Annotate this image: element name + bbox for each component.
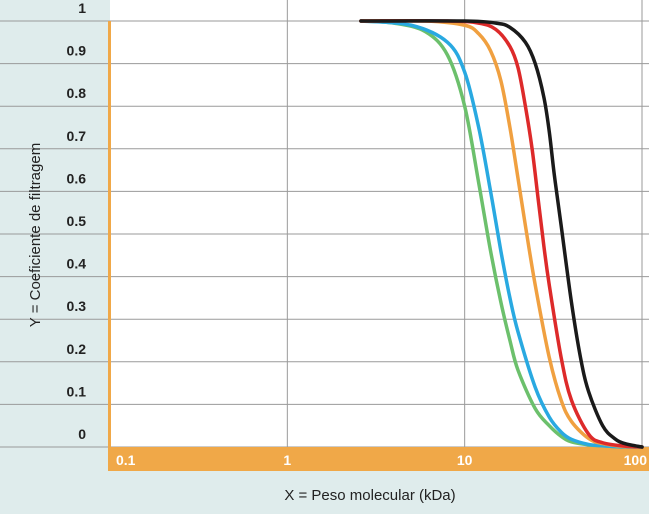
y-tick-label: 0.9 [67,43,87,59]
series-lines [359,18,644,449]
x-tick-labels: 0.1 1 10 100 [116,452,647,468]
y-tick-label: 0.4 [67,256,87,272]
y-tick-label: 1 [78,0,86,16]
y-tick-label: 0.2 [67,341,87,357]
y-axis-line [108,21,111,471]
x-tick-label: 10 [457,452,473,468]
y-tick-labels: 0 0.1 0.2 0.3 0.4 0.5 0.6 0.7 0.8 0.9 1 [67,0,87,442]
plot-area [110,0,649,447]
series-line-2 [359,19,644,449]
x-axis-title: X = Peso molecular (kDa) [284,487,455,504]
y-tick-label: 0.7 [67,128,87,144]
y-tick-label: 0.8 [67,85,87,101]
series-line-4 [359,19,644,449]
y-tick-label: 0.6 [67,170,87,186]
y-axis-title: Y = Coeficiente de filtragem [27,143,44,327]
y-tick-label: 0.1 [67,383,87,399]
y-tick-label: 0.5 [67,213,87,229]
x-tick-label: 100 [624,452,648,468]
x-tick-label: 1 [283,452,291,468]
x-axis-band [108,447,649,471]
x-tick-label: 0.1 [116,452,136,468]
y-tick-label: 0.3 [67,298,87,314]
series-line-5 [359,19,644,449]
y-tick-label: 0 [78,426,86,442]
series-line-3 [359,18,644,449]
